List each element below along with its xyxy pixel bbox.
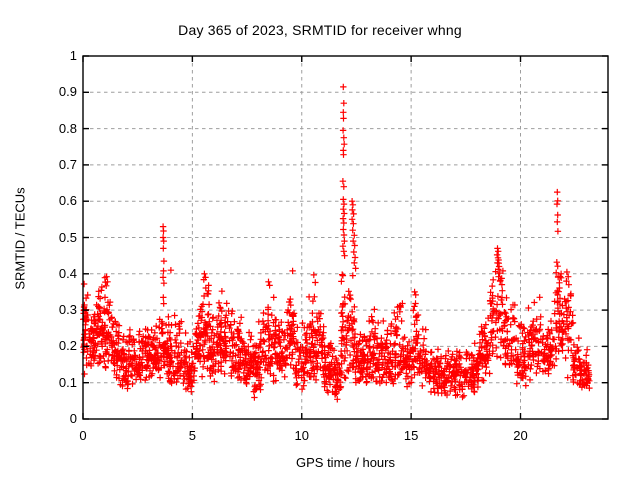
y-tick-label: 0.3: [58, 302, 77, 318]
y-tick-label: 0.8: [58, 120, 77, 136]
x-axis-label: GPS time / hours: [296, 455, 395, 470]
y-tick-label: 0.6: [58, 193, 77, 209]
x-tick-label: 15: [403, 428, 419, 443]
y-tick-label: 0.4: [58, 265, 77, 281]
x-tick-label: 20: [513, 428, 528, 443]
y-tick-label: 0: [69, 411, 77, 426]
y-tick-label: 1: [69, 48, 77, 63]
y-tick-label: 0.5: [58, 229, 77, 245]
y-tick-label: 0.9: [58, 84, 77, 100]
y-tick-label: 0.7: [58, 156, 77, 172]
scatter-points: [80, 83, 593, 403]
y-tick-label: 0.1: [58, 374, 77, 390]
y-tick-label: 0.2: [58, 338, 77, 354]
chart-title: Day 365 of 2023, SRMTID for receiver whn…: [178, 22, 462, 38]
x-tick-label: 10: [294, 428, 309, 443]
x-tick-label: 5: [188, 428, 196, 443]
x-tick-label: 0: [79, 428, 87, 443]
